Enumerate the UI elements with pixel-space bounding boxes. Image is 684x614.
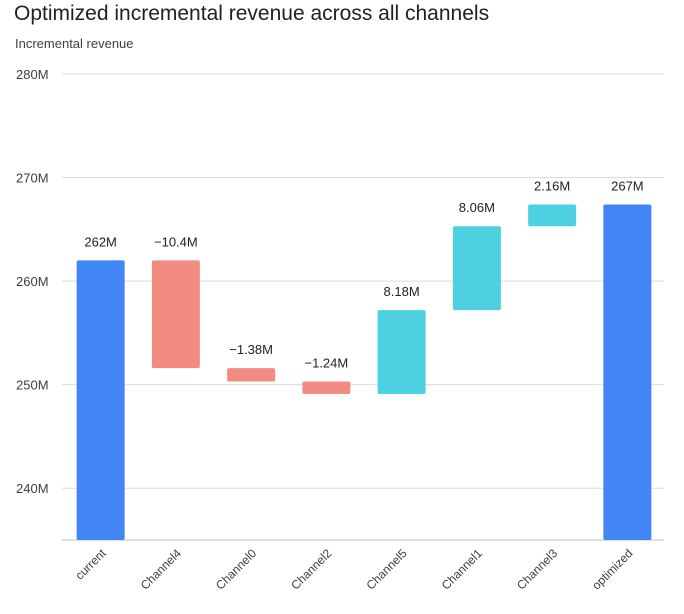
y-axis-ticks: 240M 250M 260M 270M 280M [16, 67, 49, 496]
data-label-channel5: 8.18M [384, 284, 420, 299]
data-labels: 262M −10.4M −1.38M −1.24M 8.18M 8.06M 2.16M 267… [84, 178, 643, 370]
x-tick-label: Channel0 [213, 546, 259, 592]
bars [76, 204, 652, 541]
y-tick-label: 280M [16, 67, 49, 82]
data-label-optimized: 267M [611, 178, 644, 193]
data-label-channel3: 2.16M [534, 178, 570, 193]
bar-optimized [603, 204, 652, 541]
data-label-current: 262M [84, 234, 117, 249]
x-tick-label: Channel5 [364, 546, 410, 592]
y-tick-label: 250M [16, 378, 49, 393]
y-tick-label: 260M [16, 274, 49, 289]
bar-channel0 [227, 368, 276, 382]
x-tick-label: Channel2 [288, 546, 334, 592]
chart-title: Optimized incremental revenue across all… [14, 2, 490, 25]
data-label-channel4: −10.4M [154, 234, 198, 249]
data-label-channel1: 8.06M [459, 200, 495, 215]
x-tick-label: Channel4 [138, 546, 184, 592]
bar-channel4 [151, 260, 200, 369]
data-label-channel0: −1.38M [229, 342, 273, 357]
bar-channel3 [528, 204, 577, 227]
x-tick-label: current [72, 546, 109, 583]
x-axis-ticks: current Channel4 Channel0 Channel2 Channel5 C… [72, 546, 635, 593]
data-label-channel2: −1.24M [305, 356, 349, 371]
y-tick-label: 270M [16, 171, 49, 186]
x-tick-label: optimized [589, 546, 635, 592]
y-axis-label: Incremental revenue [15, 36, 134, 51]
bar-channel5 [377, 310, 426, 394]
x-tick-label: Channel3 [514, 546, 560, 592]
bar-current [76, 260, 125, 540]
bar-channel1 [452, 226, 501, 311]
y-tick-label: 240M [16, 481, 49, 496]
x-tick-label: Channel1 [439, 546, 485, 592]
bar-channel2 [302, 381, 351, 394]
